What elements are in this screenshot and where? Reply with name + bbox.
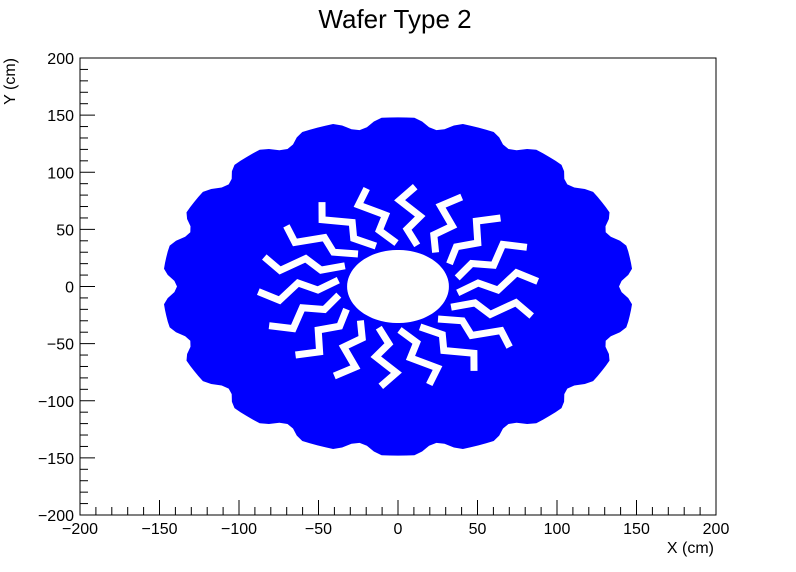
gap-strip (370, 325, 402, 389)
y-tick-label: −100 (38, 394, 74, 411)
y-axis-label: Y (cm) (2, 58, 19, 105)
y-tick-label: −150 (38, 451, 74, 468)
x-tick-label: 50 (469, 521, 487, 538)
y-axis: −200 −150 −100 −50 0 50 100 150 200 (38, 51, 95, 525)
wafer-distribution (164, 117, 632, 456)
y-tick-label: 50 (56, 222, 74, 239)
gap-strip (283, 224, 359, 258)
gap-strip (430, 193, 464, 253)
gap-strip (394, 184, 426, 248)
x-tick-label: 200 (703, 521, 730, 538)
y-tick-label: 0 (65, 280, 74, 297)
gap-strip (450, 298, 534, 319)
gap-strip (353, 186, 399, 246)
x-tick-label: 100 (544, 521, 571, 538)
gap-strip (332, 320, 366, 380)
gap-strip (437, 315, 513, 349)
gap-strip (262, 254, 346, 275)
x-axis: −200 −150 −100 −50 0 50 100 150 200 (62, 500, 729, 538)
y-tick-label: 200 (47, 51, 74, 68)
y-tick-label: −200 (38, 508, 74, 525)
x-tick-label: −150 (141, 521, 177, 538)
x-tick-label: 0 (394, 521, 403, 538)
gap-strip (418, 323, 478, 371)
gap-strip (256, 276, 340, 305)
gap-strip (456, 268, 540, 297)
plot-area (164, 117, 632, 456)
x-axis-label: X (cm) (667, 540, 714, 557)
gap-strip (454, 240, 528, 281)
x-tick-label: 150 (623, 521, 650, 538)
y-tick-label: 100 (47, 165, 74, 182)
gap-strip (446, 214, 501, 266)
x-tick-label: −200 (62, 521, 98, 538)
x-tick-label: −50 (305, 521, 332, 538)
x-tick-label: −100 (221, 521, 257, 538)
chart-title: Wafer Type 2 (318, 4, 471, 34)
gap-strip (268, 292, 342, 333)
y-tick-label: −50 (47, 337, 74, 354)
gap-strip (397, 327, 443, 387)
inner-band-gaps (256, 184, 540, 389)
gap-strip (318, 202, 378, 250)
y-tick-label: 150 (47, 108, 74, 125)
gap-strip (295, 307, 350, 359)
